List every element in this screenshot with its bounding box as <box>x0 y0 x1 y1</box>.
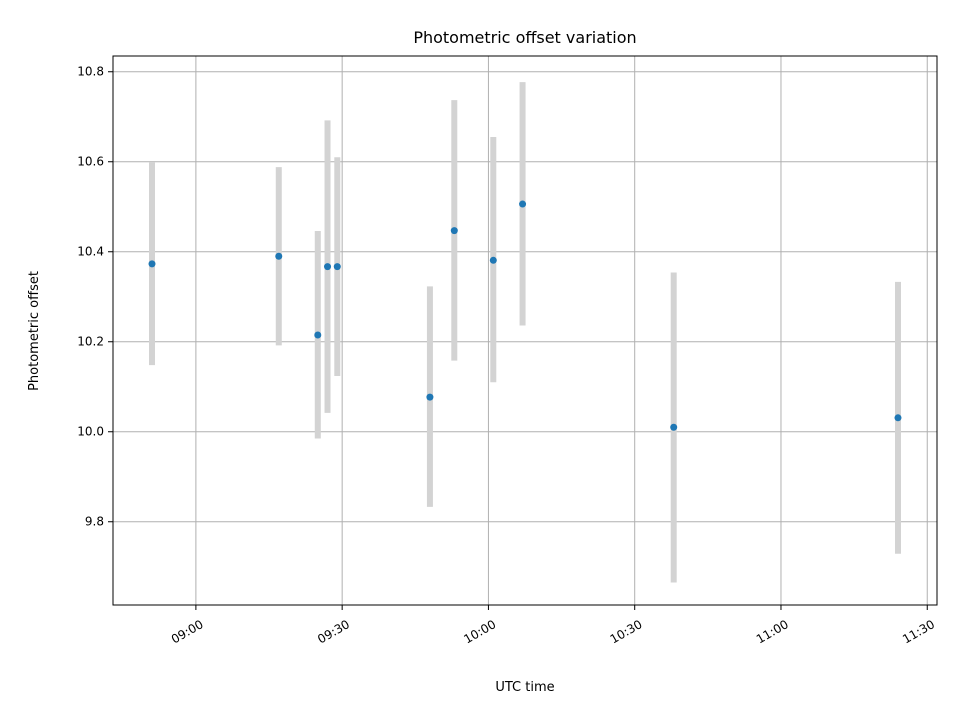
data-point <box>334 263 341 270</box>
data-point <box>490 257 497 264</box>
y-tick-label: 10.2 <box>77 334 104 348</box>
y-tick-label: 10.6 <box>77 154 104 168</box>
data-point <box>519 201 526 208</box>
data-point <box>275 253 282 260</box>
data-point <box>149 260 156 267</box>
y-tick-label: 9.8 <box>85 514 104 528</box>
y-tick-label: 10.0 <box>77 424 104 438</box>
y-axis-label: Photometric offset <box>27 271 42 391</box>
data-point <box>451 227 458 234</box>
data-point <box>426 394 433 401</box>
y-tick-label: 10.8 <box>77 64 104 78</box>
data-point <box>894 414 901 421</box>
x-axis-label: UTC time <box>495 680 554 695</box>
data-point <box>670 424 677 431</box>
chart-title: Photometric offset variation <box>413 28 636 47</box>
data-point <box>314 332 321 339</box>
data-point <box>324 263 331 270</box>
y-tick-label: 10.4 <box>77 244 104 258</box>
